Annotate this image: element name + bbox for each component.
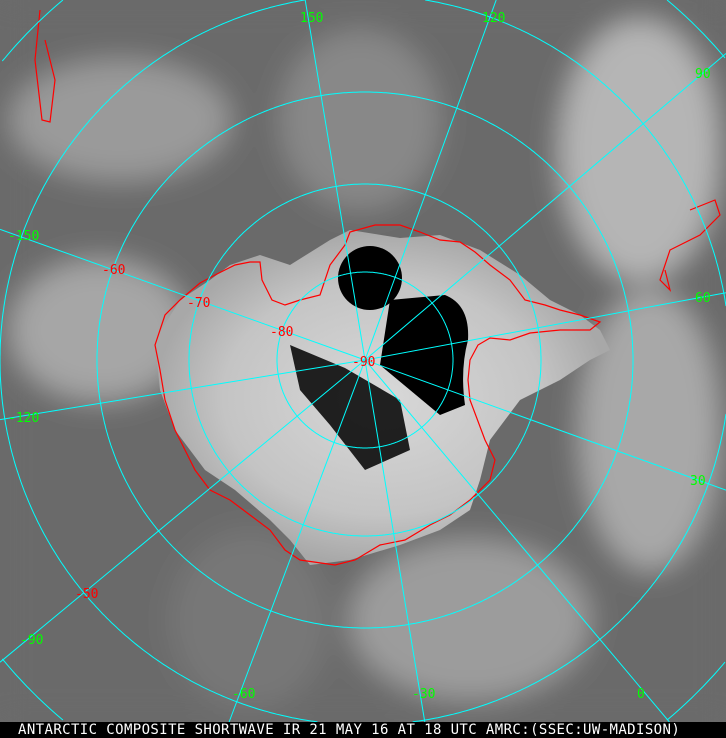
latitude-circle (425, 0, 726, 307)
latitude-label: -90 (352, 355, 375, 370)
latitude-circle (666, 0, 726, 59)
meridian-line (304, 0, 366, 361)
longitude-label: -60 (232, 687, 255, 702)
meridian-line (228, 359, 366, 722)
latitude-circle (666, 661, 726, 721)
latitude-label: -80 (270, 325, 293, 340)
latitude-circle (96, 91, 634, 629)
latitude-circle (188, 183, 542, 537)
latitude-circle (412, 413, 726, 722)
latitude-circle (1, 0, 64, 62)
latitude-label: -70 (187, 296, 210, 311)
longitude-label: 30 (690, 474, 706, 489)
meridian-line (0, 228, 366, 361)
no-data-regions (290, 246, 469, 470)
meridian-line (364, 292, 726, 361)
map-canvas: 150 120 90 60 30 0 -30 -60 -90 -120 -150 -50 -60 -70 -… (0, 0, 726, 722)
image-caption: ANTARCTIC COMPOSITE SHORTWAVE IR 21 MAY … (0, 722, 726, 738)
meridian-line (364, 53, 726, 361)
latitude-circle (1, 658, 64, 721)
meridian-line (0, 359, 366, 421)
latitude-circle (276, 271, 454, 449)
latitude-circle (0, 0, 318, 722)
longitude-label: -90 (20, 633, 43, 648)
meridian-line (364, 359, 726, 491)
longitude-label: -150 (8, 229, 39, 244)
longitude-label: 90 (695, 67, 711, 82)
longitude-label: 0 (637, 687, 645, 702)
meridian-line (364, 359, 426, 722)
cloud-imagery (0, 0, 726, 722)
longitude-label: 60 (695, 291, 711, 306)
latitude-label: -50 (75, 587, 98, 602)
meridian-line (0, 359, 366, 663)
meridian-line (364, 0, 497, 361)
latitude-label: -60 (102, 263, 125, 278)
longitude-label: -120 (8, 411, 39, 426)
longitude-label: -30 (412, 687, 435, 702)
graticule-labels: 150 120 90 60 30 0 -30 -60 -90 -120 -150 -50 -60 -70 -… (8, 11, 711, 702)
longitude-label: 120 (482, 11, 505, 26)
meridian-line (364, 359, 670, 722)
longitude-label: 150 (300, 11, 323, 26)
graticule (0, 0, 726, 722)
coastline (34, 9, 721, 566)
